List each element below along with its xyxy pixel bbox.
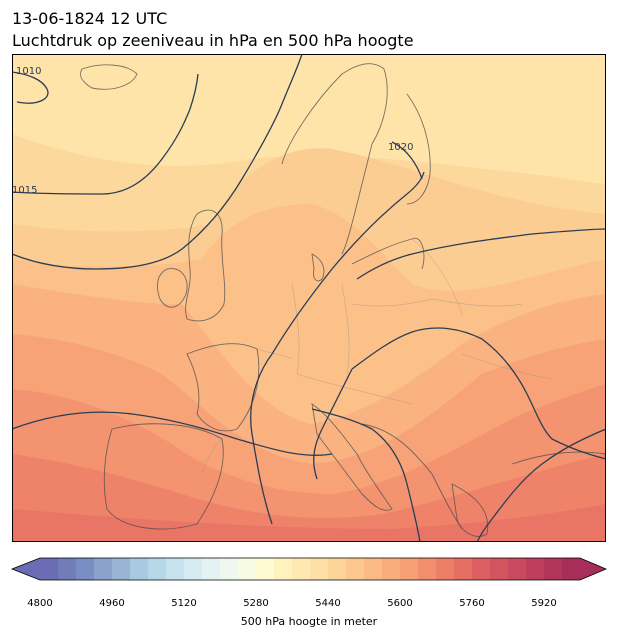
colorbar-tick-label: 5920 [531,598,557,609]
colorbar-swatch [346,558,365,580]
colorbar-tick-label: 5760 [459,598,485,609]
map-title-description: Luchtdruk op zeeniveau in hPa en 500 hPa… [12,31,414,50]
colorbar-extend-low [12,558,40,580]
isobar-labels: 1010 1015 1020 [12,66,413,196]
colorbar-swatch [418,558,437,580]
colorbar-swatch [202,558,221,580]
colorbar-swatch [220,558,239,580]
coastlines [80,63,606,537]
isobar-label: 1020 [388,142,413,153]
colorbar-swatch [364,558,383,580]
france-coast [186,343,260,432]
colorbar-swatch [256,558,275,580]
colorbar-swatch [526,558,545,580]
denmark-coast [311,253,325,282]
colorbar-swatch [166,558,185,580]
colorbar-swatch [238,558,257,580]
colorbar-swatch [184,558,203,580]
colorbar-swatch [58,558,77,580]
colorbar-swatch [562,558,581,580]
italy-coast [311,403,393,511]
isobar-1010-east [351,327,606,460]
colorbar-swatch [40,558,59,580]
isobar-1020-north [391,141,423,180]
isobar-1010-se [476,428,606,542]
height-band [12,504,606,542]
isobar-1015-west [12,73,199,195]
colorbar-swatch [310,558,329,580]
isobars [12,54,606,542]
isobar-1015-south [313,368,353,480]
weather-map: 1010 1015 1020 [12,54,606,542]
colorbar-swatch [472,558,491,580]
colorbar-swatch [94,558,113,580]
greece-coast [451,483,489,537]
colorbar-tick-label: 5280 [243,598,269,609]
great-britain-coast [185,209,226,322]
isobar-1020-loop [250,171,425,525]
isobar-1010-north [12,71,49,104]
baltic-coast [351,237,425,270]
isobar-1015-coast [12,54,303,270]
colorbar-swatch [400,558,419,580]
colorbar-swatch [130,558,149,580]
map-frame [12,54,606,542]
colorbar-tick-label: 5120 [171,598,197,609]
colorbar-tick-label: 5600 [387,598,413,609]
isobar-label: 1015 [12,185,37,196]
norway-sweden-coast [281,63,388,255]
isobar-label: 1010 [16,66,41,77]
colorbar-outline [10,557,608,581]
colorbar-swatch [490,558,509,580]
iberia-coast [103,423,224,530]
colorbar-label: 500 hPa hoogte in meter [240,615,378,628]
colorbar-swatches [12,558,606,580]
colorbar [10,557,608,581]
colorbar-extend-high [580,558,606,580]
colorbar-swatch [382,558,401,580]
finland-coast [406,93,431,205]
balkans-coast [361,423,463,530]
isobar-1015-med [12,411,333,456]
colorbar-swatch [148,558,167,580]
colorbar-swatch [112,558,131,580]
colorbar-swatch [292,558,311,580]
isobar-1020-central [356,228,606,280]
colorbar-swatch [508,558,527,580]
colorbar-swatch [436,558,455,580]
colorbar-swatch [544,558,563,580]
ireland-coast [156,268,188,308]
colorbar-swatch [76,558,95,580]
colorbar-swatch [274,558,293,580]
iceland-coast [80,64,138,90]
isobar-1010-balkan [311,408,421,542]
colorbar-swatch [328,558,347,580]
colorbar-swatch [454,558,473,580]
colorbar-tick-label: 4960 [99,598,125,609]
colorbar-tick-label: 5440 [315,598,341,609]
map-title-time: 13-06-1824 12 UTC [12,9,168,28]
country-borders [201,238,553,475]
colorbar-tick-label: 4800 [27,598,53,609]
